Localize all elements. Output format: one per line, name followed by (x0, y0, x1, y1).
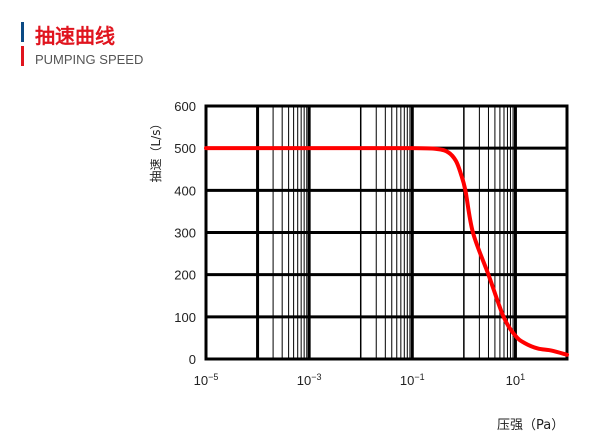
plot-frame (204, 104, 569, 361)
y-tick-label: 600 (174, 99, 196, 114)
x-tick-label: 101 (506, 372, 525, 388)
y-tick-label: 400 (174, 183, 196, 198)
x-axis-label: 压强（Pa） (497, 418, 565, 433)
section-title: 抽速曲线 (35, 24, 115, 48)
x-tick-label: 10−5 (194, 372, 219, 388)
y-tick-label: 500 (174, 141, 196, 156)
y-tick-label: 300 (174, 226, 196, 241)
x-tick-label: 10−3 (297, 372, 322, 388)
title-accent-red (21, 46, 24, 66)
title-accent-blue (21, 22, 24, 42)
y-tick-label: 200 (174, 268, 196, 283)
y-tick-label: 100 (174, 310, 196, 325)
x-tick-label: 10−1 (400, 372, 425, 388)
section-subtitle: PUMPING SPEED (35, 52, 144, 67)
y-axis-label: 抽速（L/s） (149, 118, 163, 183)
pumping-speed-curve (204, 146, 569, 357)
y-tick-label: 0 (189, 352, 196, 367)
